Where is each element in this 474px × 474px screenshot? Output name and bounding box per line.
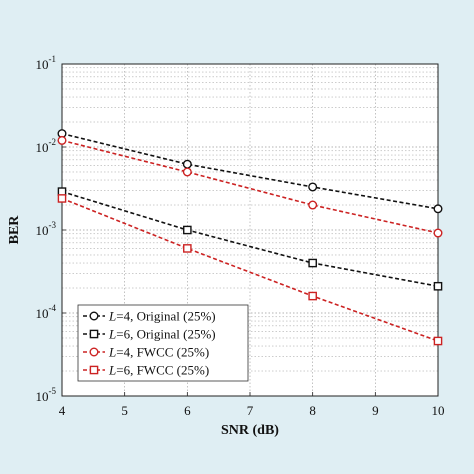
data-point [183, 244, 192, 253]
legend-item: L=6, FWCC (25%) [83, 363, 209, 378]
y-tick-label: 10-3 [36, 220, 57, 238]
data-point [433, 336, 443, 346]
legend-item: L=4, FWCC (25%) [83, 345, 209, 360]
data-point [308, 258, 317, 268]
data-point [182, 159, 192, 169]
y-axis-label: BER [7, 215, 22, 245]
y-tick-label: 10-2 [36, 137, 57, 155]
series-4 [57, 194, 443, 346]
legend-label: L=4, Original (25%) [108, 309, 216, 324]
y-tick-label: 10-5 [36, 386, 57, 404]
legend: L=4, Original (25%) L=6, Original (25%) L=… [77, 304, 249, 382]
legend-marker [89, 329, 99, 339]
data-point [433, 204, 443, 214]
data-point [182, 167, 192, 177]
data-point [57, 194, 67, 203]
y-tick-label: 10-1 [36, 54, 57, 72]
legend-item: L=6, Original (25%) [83, 327, 216, 342]
series-layer [57, 129, 443, 346]
series-line [61, 190, 439, 288]
legend-label: L=4, FWCC (25%) [108, 345, 209, 360]
legend-marker [89, 365, 99, 375]
tick-labels: 4 5 6 7 8 9 10 10-1 10-2 10-3 10-4 10-5 [36, 54, 445, 418]
data-point [308, 291, 317, 301]
data-point [57, 187, 67, 196]
data-point [308, 200, 318, 210]
series-line [61, 197, 439, 342]
x-tick-label: 9 [372, 403, 379, 418]
x-tick-label: 10 [432, 403, 445, 418]
data-point [57, 135, 67, 145]
legend-label: L=6, FWCC (25%) [108, 363, 209, 378]
x-axis-label: SNR (dB) [221, 423, 279, 438]
x-tick-label: 4 [59, 403, 66, 418]
series-3 [57, 135, 443, 238]
x-tick-label: 5 [121, 403, 128, 418]
x-tick-label: 8 [309, 403, 316, 418]
x-tick-label: 7 [247, 403, 254, 418]
legend-label: L=6, Original (25%) [108, 327, 216, 342]
data-point [308, 182, 318, 192]
legend-marker [89, 311, 99, 321]
series-line [61, 132, 439, 210]
legend-item: L=4, Original (25%) [83, 309, 216, 324]
legend-marker [89, 347, 99, 357]
data-point [183, 225, 192, 235]
y-tick-label: 10-4 [36, 303, 57, 321]
x-tick-label: 6 [184, 403, 191, 418]
legend-box [77, 304, 249, 382]
data-point [433, 281, 443, 291]
series-2 [57, 187, 443, 291]
data-point [433, 228, 443, 238]
